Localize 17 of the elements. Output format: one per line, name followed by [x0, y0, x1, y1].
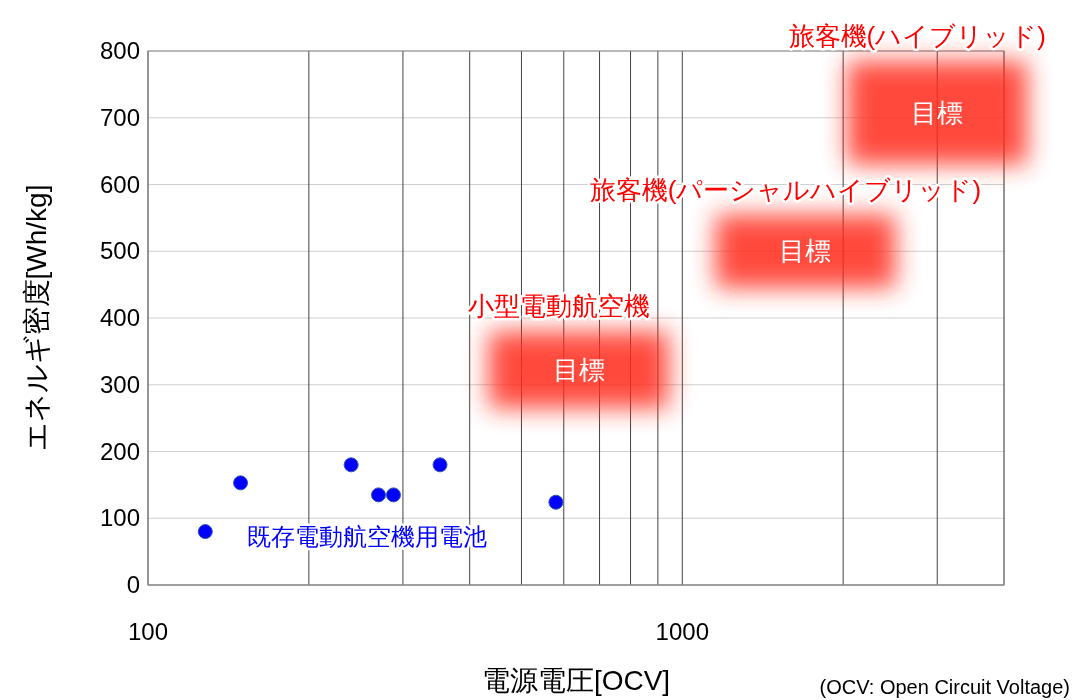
annotation: 旅客機(ハイブリッド)	[788, 21, 1046, 52]
text: (OCV: Open Circuit Voltage)	[819, 676, 1070, 698]
y-tick-label: 400	[99, 304, 140, 331]
data-label: 目標	[911, 97, 964, 128]
data-label: 目標	[779, 236, 832, 267]
y-tick-label: 100	[99, 504, 140, 532]
y-axis-title: エネルギ密度[Wh/kg]	[21, 184, 52, 452]
y-tick-label: 500	[99, 237, 140, 265]
y-tick-label: 0	[126, 571, 140, 598]
x-axis-title: 電源電圧[OCV]	[481, 665, 671, 696]
y-tick-label: 300	[99, 370, 140, 398]
y-tick-label: 200	[99, 437, 140, 465]
x-tick-label: 1000	[655, 618, 710, 645]
y-tick-label: 800	[99, 37, 140, 64]
y-tick-label: 600	[99, 170, 140, 198]
y-tick-label: 700	[99, 103, 140, 131]
data-label: 目標	[552, 354, 605, 385]
